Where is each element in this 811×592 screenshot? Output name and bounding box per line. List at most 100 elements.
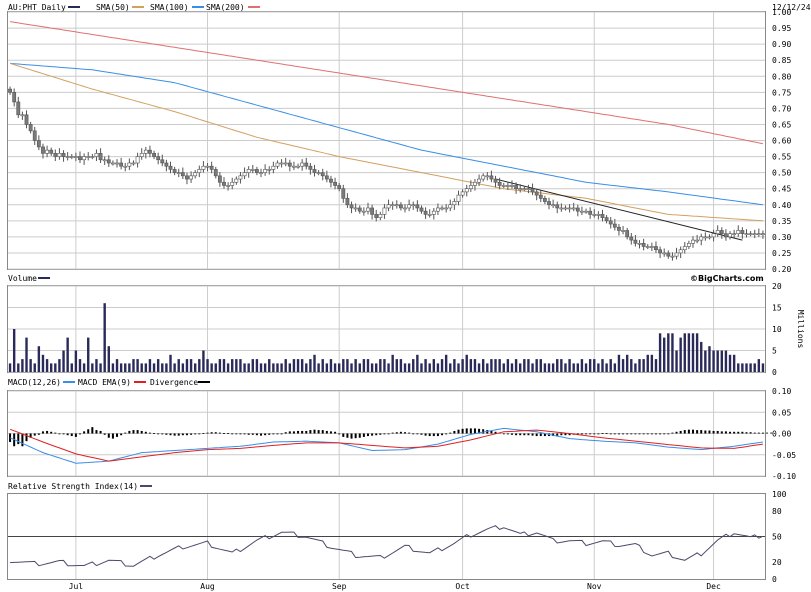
candle-body-96 xyxy=(403,207,407,210)
divergence-bar-14 xyxy=(66,433,69,436)
volume-bar-174 xyxy=(724,350,728,372)
divergence-bar-166 xyxy=(692,429,695,434)
divergence-bar-11 xyxy=(54,432,57,434)
price-tick-label-15: 0.25 xyxy=(772,249,791,258)
candle-body-41 xyxy=(176,172,181,174)
divergence-bar-25 xyxy=(111,433,114,439)
divergence-bar-93 xyxy=(391,432,394,434)
divergence-bar-174 xyxy=(724,431,727,434)
candle-body-177 xyxy=(736,230,741,234)
divergence-bar-88 xyxy=(371,433,374,436)
rsi-tick-label-1: 80 xyxy=(772,507,782,516)
divergence-bar-172 xyxy=(716,430,719,434)
volume-bar-76 xyxy=(321,359,324,372)
divergence-bar-112 xyxy=(469,428,472,434)
volume-bar-78 xyxy=(329,359,333,372)
volume-bar-13 xyxy=(62,350,65,372)
divergence-bar-29 xyxy=(128,430,131,434)
divergence-bar-26 xyxy=(116,433,119,437)
divergence-bar-0 xyxy=(9,433,12,442)
divergence-bar-54 xyxy=(231,433,234,435)
candle-body-126 xyxy=(526,188,531,190)
candle-body-171 xyxy=(711,233,716,238)
rsi-tick-label-4: 0 xyxy=(772,575,777,584)
divergence-bar-64 xyxy=(272,433,275,435)
volume-bar-169 xyxy=(704,350,707,372)
volume-bar-71 xyxy=(300,359,304,372)
volume-bar-37 xyxy=(161,363,164,372)
price-tick-label-12: 0.40 xyxy=(772,201,791,210)
divergence-bar-59 xyxy=(251,433,254,435)
candle-body-43 xyxy=(185,175,189,180)
divergence-bar-80 xyxy=(338,433,341,435)
divergence-bar-13 xyxy=(62,433,65,435)
divergence-bar-151 xyxy=(630,433,633,435)
candle-body-112 xyxy=(468,185,473,189)
candle-body-11 xyxy=(53,153,58,157)
candle-body-174 xyxy=(724,233,728,238)
candle-body-141 xyxy=(588,210,593,215)
volume-bar-79 xyxy=(333,363,337,372)
candle-body-159 xyxy=(662,252,667,255)
divergence-bar-28 xyxy=(124,432,127,434)
volume-bar-100 xyxy=(420,363,423,372)
volume-bar-75 xyxy=(317,363,320,372)
volume-bar-127 xyxy=(531,363,534,372)
divergence-bar-60 xyxy=(255,433,258,436)
divergence-bar-160 xyxy=(667,433,670,435)
divergence-bar-127 xyxy=(531,433,534,436)
volume-bar-181 xyxy=(753,363,756,372)
candle-body-117 xyxy=(489,175,494,180)
price-tick-label-4: 0.80 xyxy=(772,72,791,81)
rsi-grid xyxy=(8,494,765,579)
divergence-bar-7 xyxy=(37,433,40,435)
divergence-bar-106 xyxy=(445,433,448,435)
volume-bar-178 xyxy=(741,363,744,372)
sma100-legend-swatch xyxy=(192,6,204,8)
candle-body-54 xyxy=(230,181,235,186)
candle-body-155 xyxy=(645,246,650,248)
candle-body-5 xyxy=(28,124,33,132)
volume-bar-101 xyxy=(424,359,427,372)
volume-bar-58 xyxy=(247,363,250,372)
volume-bar-157 xyxy=(654,359,658,372)
volume-bar-183 xyxy=(761,363,765,372)
candle-body-142 xyxy=(592,214,597,216)
divergence-bar-81 xyxy=(342,433,345,437)
candle-body-45 xyxy=(193,172,198,177)
volume-bar-155 xyxy=(646,354,649,372)
volume-bar-62 xyxy=(263,363,267,372)
candle-body-144 xyxy=(600,214,605,218)
candle-body-169 xyxy=(703,236,708,239)
candle-body-3 xyxy=(20,114,25,117)
divergence-bar-140 xyxy=(585,433,588,435)
divergence-bar-38 xyxy=(165,433,168,435)
macd-ema-legend-swatch xyxy=(134,381,146,383)
volume-tick-label-2: 10 xyxy=(772,325,782,334)
divergence-bar-8 xyxy=(41,431,44,434)
divergence-bar-157 xyxy=(654,433,657,435)
divergence-bar-16 xyxy=(74,433,77,437)
candle-body-145 xyxy=(604,217,609,222)
candle-body-20 xyxy=(90,156,95,158)
volume-bar-7 xyxy=(37,346,41,372)
candle-body-130 xyxy=(542,198,547,202)
candle-body-4 xyxy=(24,114,29,125)
volume-bar-60 xyxy=(255,359,259,372)
volume-bar-44 xyxy=(189,359,193,372)
divergence-bar-76 xyxy=(321,430,324,434)
volume-bar-140 xyxy=(584,363,588,372)
volume-bar-5 xyxy=(29,359,32,372)
candle-body-162 xyxy=(674,252,679,257)
candle-body-39 xyxy=(168,165,173,170)
candle-body-94 xyxy=(394,204,399,207)
divergence-bar-9 xyxy=(46,430,49,434)
volume-bar-164 xyxy=(683,333,686,372)
candle-body-66 xyxy=(279,162,284,165)
divergence-bar-5 xyxy=(29,433,32,438)
candle-body-30 xyxy=(131,162,136,165)
volume-bar-91 xyxy=(383,359,386,372)
divergence-bar-178 xyxy=(741,431,744,434)
divergence-bar-79 xyxy=(334,431,337,434)
